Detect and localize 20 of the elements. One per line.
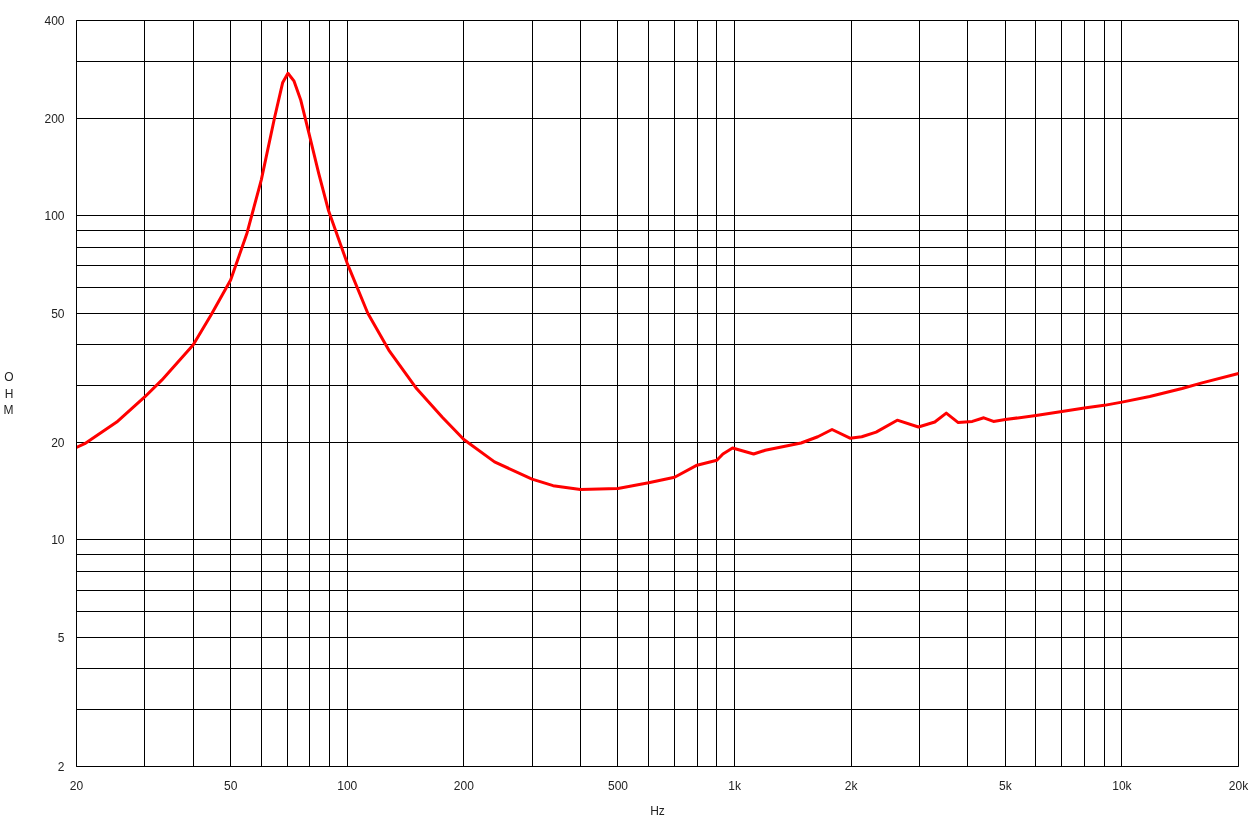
- x-tick-label: 200: [453, 778, 475, 793]
- y-tick-label: 50: [51, 306, 65, 321]
- y-tick-label: 200: [44, 111, 65, 126]
- x-tick-label: 10k: [1112, 778, 1133, 793]
- y-tick-label: 400: [44, 14, 65, 28]
- x-tick-label: 5k: [998, 778, 1013, 793]
- x-tick-label: 500: [607, 778, 629, 793]
- x-tick-label: 100: [337, 778, 358, 793]
- y-tick-label: 10: [51, 533, 65, 548]
- y-tick-label: 5: [57, 630, 65, 645]
- y-tick-label: 2: [57, 760, 65, 774]
- x-tick-label: 20: [69, 778, 84, 793]
- y-tick-label: 20: [51, 435, 65, 450]
- x-axis-title: Hz: [650, 803, 665, 818]
- y-axis-title: OHM: [3, 369, 14, 418]
- x-tick-label: 2k: [844, 778, 859, 793]
- x-tick-label: 50: [223, 778, 238, 793]
- y-tick-label: 100: [44, 209, 65, 224]
- x-tick-label: 20k: [1228, 778, 1250, 793]
- x-tick-label: 1k: [728, 778, 742, 793]
